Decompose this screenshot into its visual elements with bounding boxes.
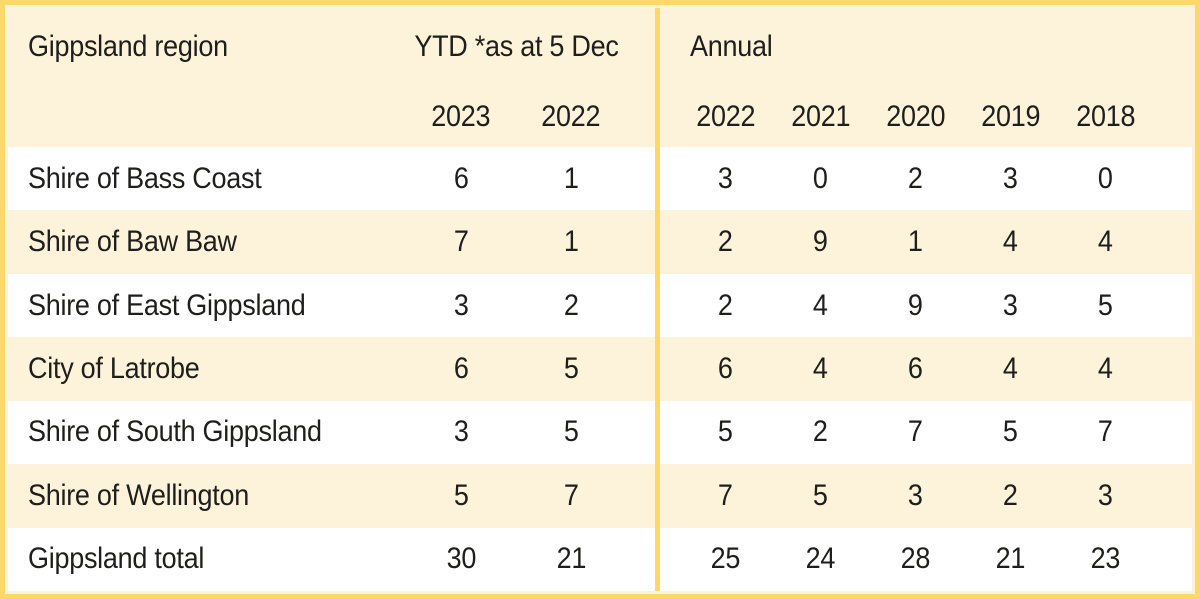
row-region-name: Shire of Bass Coast (28, 161, 262, 195)
annual-2021-value: 4 (813, 288, 828, 322)
annual-2019-value: 21 (995, 542, 1026, 576)
annual-2022-value: 3 (718, 161, 733, 195)
ytd-group-header-label: YTD *as at 5 Dec (413, 30, 619, 63)
annual-2022-value: 5 (718, 415, 733, 449)
row-region-name: Gippsland total (28, 542, 205, 576)
section-divider (655, 464, 660, 528)
annual-2021-value: 0 (813, 161, 828, 195)
table-row: Shire of Wellington 5 7 7 5 3 2 3 (8, 464, 1192, 528)
table-row: City of Latrobe 6 5 6 4 6 4 4 (8, 337, 1192, 401)
annual-2022-value: 7 (718, 478, 733, 512)
table-row: Shire of South Gippsland 3 5 5 2 7 5 7 (8, 400, 1192, 465)
ytd-year-2022-header: 2022 (541, 99, 601, 133)
annual-2021-value: 9 (813, 225, 828, 259)
annual-year-2022-header: 2022 (695, 99, 755, 133)
row-region-name: Shire of East Gippsland (28, 288, 306, 322)
annual-2022-value: 6 (718, 351, 733, 385)
annual-2022-value: 2 (718, 225, 733, 259)
ytd-2023-value: 3 (453, 415, 469, 449)
table-row: Shire of East Gippsland 3 2 2 4 9 3 5 (8, 273, 1192, 338)
annual-year-2020-header: 2020 (885, 99, 945, 133)
region-column-header: Gippsland region (8, 8, 406, 86)
ytd-2023-value: 6 (453, 161, 469, 195)
row-region-name: Shire of Wellington (28, 478, 250, 512)
section-divider (655, 147, 660, 211)
annual-2020-value: 3 (908, 478, 923, 512)
annual-2020-value: 9 (908, 288, 923, 322)
annual-year-2019-header: 2019 (980, 99, 1040, 133)
ytd-2022-value: 1 (563, 225, 579, 259)
annual-2020-value: 2 (908, 161, 923, 195)
annual-2019-value: 4 (1003, 351, 1018, 385)
ytd-2023-value: 30 (446, 542, 476, 576)
annual-year-2018-header: 2018 (1075, 99, 1135, 133)
ytd-year-2023-header: 2023 (431, 99, 491, 133)
region-column-header-label: Gippsland region (28, 30, 228, 63)
annual-2019-value: 4 (1003, 225, 1018, 259)
annual-2019-value: 3 (1003, 288, 1018, 322)
annual-2021-value: 4 (813, 351, 828, 385)
section-divider (655, 210, 660, 274)
table-row: Shire of Baw Baw 7 1 2 9 1 4 4 (8, 210, 1192, 274)
annual-2018-value: 3 (1098, 478, 1113, 512)
annual-2020-value: 1 (908, 225, 923, 259)
ytd-2022-value: 2 (563, 288, 579, 322)
annual-2021-value: 2 (813, 415, 828, 449)
row-region-name: Shire of Baw Baw (28, 225, 237, 259)
row-region-name: Shire of South Gippsland (28, 415, 322, 449)
annual-2020-value: 6 (908, 351, 923, 385)
section-divider (655, 273, 660, 338)
ytd-2023-value: 3 (453, 288, 469, 322)
ytd-group-header: YTD *as at 5 Dec (406, 8, 626, 86)
annual-2018-value: 23 (1090, 542, 1121, 576)
annual-2018-value: 5 (1098, 288, 1113, 322)
annual-2018-value: 4 (1098, 225, 1113, 259)
annual-2020-value: 7 (908, 415, 923, 449)
annual-group-header-label: Annual (690, 30, 773, 63)
section-divider (655, 8, 660, 147)
annual-2018-value: 4 (1098, 351, 1113, 385)
annual-2022-value: 2 (718, 288, 733, 322)
annual-group-header: Annual (660, 8, 1192, 86)
row-region-name: City of Latrobe (28, 351, 200, 385)
ytd-2022-value: 5 (563, 351, 579, 385)
annual-2019-value: 3 (1003, 161, 1018, 195)
table-header: Gippsland region YTD *as at 5 Dec Annual… (8, 8, 1192, 147)
annual-2019-value: 5 (1003, 415, 1018, 449)
annual-2020-value: 28 (900, 542, 931, 576)
annual-2021-value: 5 (813, 478, 828, 512)
ytd-2022-value: 5 (563, 415, 579, 449)
ytd-2023-value: 6 (453, 351, 469, 385)
ytd-2022-value: 1 (563, 161, 579, 195)
ytd-2023-value: 7 (453, 225, 469, 259)
section-divider (655, 400, 660, 465)
annual-2022-value: 25 (710, 542, 741, 576)
table-total-row: Gippsland total 30 21 25 24 28 21 23 (8, 527, 1192, 591)
section-divider (655, 337, 660, 401)
ytd-2022-value: 7 (563, 478, 579, 512)
ytd-2023-value: 5 (453, 478, 469, 512)
annual-year-2021-header: 2021 (790, 99, 850, 133)
annual-2021-value: 24 (805, 542, 836, 576)
annual-2019-value: 2 (1003, 478, 1018, 512)
table-row: Shire of Bass Coast 6 1 3 0 2 3 0 (8, 147, 1192, 211)
annual-2018-value: 0 (1098, 161, 1113, 195)
section-divider (655, 527, 660, 591)
ytd-2022-value: 21 (556, 542, 586, 576)
annual-2018-value: 7 (1098, 415, 1113, 449)
